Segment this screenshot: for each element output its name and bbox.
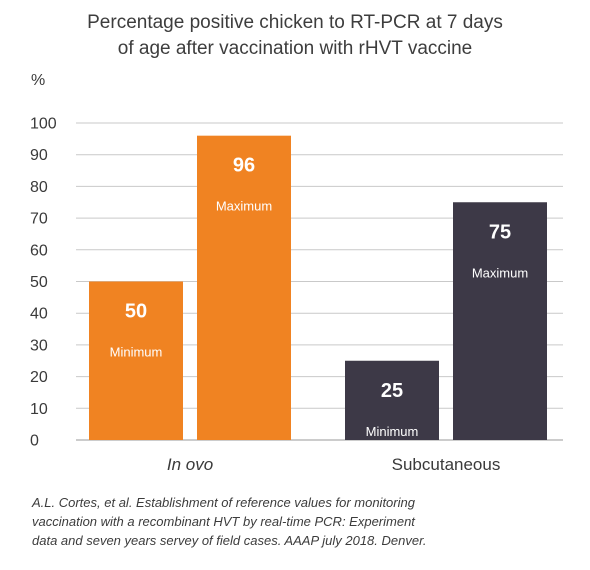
y-tick-label: 100 <box>30 116 57 133</box>
x-category-label: In ovo <box>167 455 213 474</box>
y-tick-label: 0 <box>30 433 39 450</box>
chart-title: Percentage positive chicken to RT-PCR at… <box>0 10 590 62</box>
chart-title-line-2: of age after vaccination with rHVT vacci… <box>117 38 473 59</box>
bars: 50 Minimum 96 Maximum 25 Minimum 75 Maximum <box>89 135 547 440</box>
y-tick-label: 30 <box>30 337 48 354</box>
bar-chart: 0 10 20 30 40 50 60 70 80 90 100 50 Minimum 96 Maximu… <box>30 116 563 474</box>
bar <box>453 202 547 440</box>
y-tick-label: 80 <box>30 179 48 196</box>
y-tick-label: 70 <box>30 211 48 228</box>
y-axis-ticks: 0 10 20 30 40 50 60 70 80 90 100 <box>30 116 57 450</box>
source-citation: A.L. Cortes, et al. Establishment of ref… <box>32 493 572 550</box>
bar-value-label: 75 <box>489 221 511 243</box>
bar <box>197 135 291 440</box>
bar-group: 50 Minimum <box>89 281 183 440</box>
bar-group: 96 Maximum <box>197 135 291 440</box>
x-axis-labels: In ovo Subcutaneous <box>167 455 501 474</box>
bar-value-label: 50 <box>125 301 147 323</box>
source-line-3: data and seven years servey of field cas… <box>32 533 427 548</box>
y-axis-unit-label: % <box>31 72 46 89</box>
bar-value-label: 96 <box>233 155 255 177</box>
bar-stat-label: Maximum <box>472 265 528 280</box>
bar-value-label: 25 <box>381 380 403 402</box>
bar-stat-label: Minimum <box>366 424 419 439</box>
bar <box>345 360 439 440</box>
bar-stat-label: Maximum <box>216 199 272 214</box>
chart-title-line-1: Percentage positive chicken to RT-PCR at… <box>87 12 503 33</box>
bar <box>89 281 183 440</box>
y-tick-label: 10 <box>30 401 48 418</box>
y-tick-label: 20 <box>30 369 48 386</box>
y-tick-label: 40 <box>30 306 48 323</box>
bar-stat-label: Minimum <box>110 345 163 360</box>
bar-group: 75 Maximum <box>453 202 547 440</box>
y-tick-label: 90 <box>30 147 48 164</box>
bar-group: 25 Minimum <box>345 360 439 440</box>
y-tick-label: 50 <box>30 274 48 291</box>
source-line-1: A.L. Cortes, et al. Establishment of ref… <box>32 495 415 510</box>
x-category-label: Subcutaneous <box>392 455 501 474</box>
y-tick-label: 60 <box>30 242 48 259</box>
source-line-2: vaccination with a recombinant HVT by re… <box>32 514 415 529</box>
